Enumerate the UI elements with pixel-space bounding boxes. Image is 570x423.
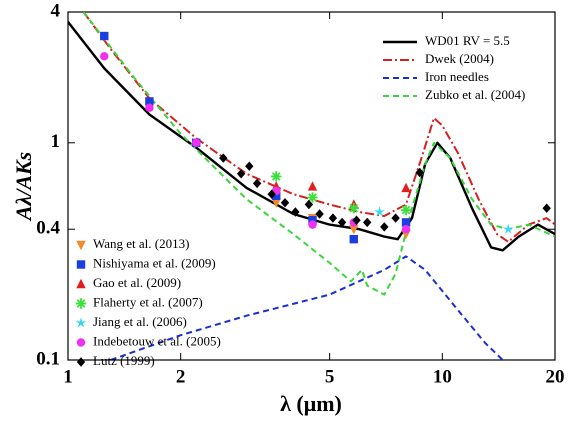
legend-label: Iron needles [425, 69, 489, 84]
data-point [280, 198, 290, 208]
legend-marker [75, 298, 87, 309]
data-point [401, 182, 411, 193]
series-line [82, 12, 555, 243]
data-point [308, 220, 317, 229]
data-point [307, 192, 318, 203]
data-point [391, 213, 400, 223]
legend-marker [76, 338, 86, 347]
data-point [374, 206, 385, 217]
legend-label: Gao et al. (2009) [93, 275, 181, 290]
data-point [272, 191, 281, 201]
y-tick-label: 1 [51, 131, 61, 152]
legend-marker [75, 317, 87, 328]
data-point [415, 167, 424, 178]
data-point [267, 189, 276, 199]
legend-label: Nishiyama et al. (2009) [93, 255, 216, 270]
data-point [145, 103, 154, 112]
data-point [352, 215, 361, 225]
data-point [271, 198, 281, 208]
legend-label: Zubko et al. (2004) [425, 87, 525, 102]
data-point [315, 209, 324, 219]
data-point [348, 202, 359, 214]
y-axis-title: Aλ/AKs [11, 152, 36, 222]
legend-marker [76, 240, 86, 251]
data-point [145, 97, 154, 106]
data-point [502, 223, 514, 234]
x-tick-label: 2 [176, 366, 186, 387]
data-point [308, 216, 317, 225]
y-tick-label: 0.4 [36, 218, 60, 239]
data-point [401, 218, 411, 227]
legend-marker [76, 357, 86, 367]
series-line [110, 255, 504, 360]
y-tick-label: 0.1 [36, 348, 60, 369]
legend-label: Flaherty et al. (2007) [93, 294, 203, 309]
legend-marker [76, 278, 86, 289]
legend-label: Jiang et al. (2006) [93, 314, 187, 329]
data-point [328, 213, 338, 223]
data-point [304, 199, 314, 210]
data-point [307, 181, 318, 191]
data-point [337, 217, 347, 228]
data-point [380, 222, 389, 232]
data-point [271, 171, 282, 182]
x-tick-label: 10 [433, 366, 452, 387]
data-point [363, 217, 372, 228]
data-point [400, 204, 412, 216]
data-point [291, 207, 300, 217]
data-point [245, 161, 254, 171]
data-point [349, 225, 359, 235]
legend-label: Lutz (1999) [93, 353, 155, 368]
data-point [236, 169, 246, 179]
data-point [401, 225, 411, 234]
legend-label: Wang et al. (2013) [93, 236, 189, 251]
legend-label: Dwek (2004) [425, 51, 494, 66]
x-tick-label: 5 [325, 366, 335, 387]
data-point [100, 31, 109, 41]
series-line [82, 12, 555, 296]
y-tick-label: 4 [51, 0, 61, 21]
legend-marker [76, 260, 86, 269]
data-point [100, 52, 109, 61]
data-point [349, 234, 358, 244]
legend-label: WD01 RV = 5.5 [425, 33, 510, 48]
plot-frame [67, 11, 556, 361]
legend-label: Indebetouw et al. (2005) [93, 333, 221, 348]
x-tick-label: 1 [63, 366, 73, 387]
data-point [252, 178, 262, 189]
data-point [219, 153, 228, 163]
data-point [191, 138, 201, 147]
x-axis-title: λ (μm) [280, 391, 342, 416]
data-point [542, 203, 551, 213]
x-tick-label: 20 [546, 366, 565, 387]
